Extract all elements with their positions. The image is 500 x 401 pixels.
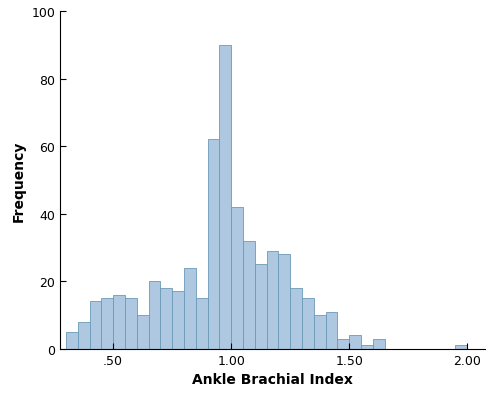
Bar (302, 298, 314, 349)
Bar (113, 295, 125, 349)
Bar (125, 298, 136, 349)
Bar (102, 298, 113, 349)
Bar (266, 251, 278, 349)
Bar (220, 46, 231, 349)
Bar (184, 268, 196, 349)
Bar (196, 298, 207, 349)
Bar (338, 339, 349, 349)
Bar (361, 346, 373, 349)
Bar (373, 339, 384, 349)
Bar (90, 302, 102, 349)
Bar (255, 265, 266, 349)
X-axis label: Ankle Brachial Index: Ankle Brachial Index (192, 372, 353, 386)
Bar (136, 315, 148, 349)
Bar (326, 312, 338, 349)
Bar (78, 322, 90, 349)
Y-axis label: Frequency: Frequency (12, 140, 26, 221)
Bar (290, 288, 302, 349)
Bar (172, 292, 184, 349)
Bar (243, 241, 255, 349)
Bar (208, 140, 220, 349)
Bar (314, 315, 326, 349)
Bar (278, 255, 290, 349)
Bar (160, 288, 172, 349)
Bar (148, 282, 160, 349)
Bar (231, 207, 243, 349)
Bar (66, 332, 78, 349)
Bar (456, 346, 468, 349)
Bar (349, 335, 361, 349)
